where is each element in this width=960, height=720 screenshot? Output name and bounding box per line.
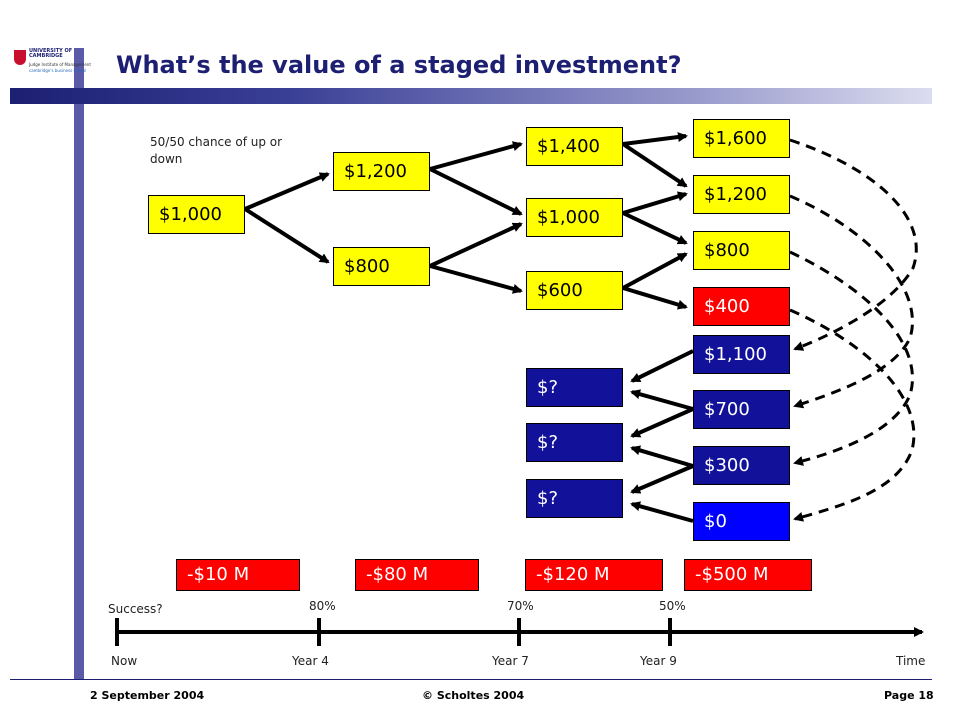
footer-date: 2 September 2004: [90, 689, 205, 702]
arrow-now-up: [244, 172, 330, 211]
logo-line3: Judge Institute of Management: [29, 62, 91, 67]
arrow-600-up: [622, 252, 688, 290]
arrow-700-to-q1: [630, 389, 694, 411]
cost-year9: -$500 M: [684, 559, 812, 591]
node-now: $1,000: [148, 195, 245, 234]
prob-year9: 50%: [659, 599, 686, 613]
arrow-300-to-q2: [630, 445, 694, 468]
arrow-800-down: [429, 264, 523, 294]
logo-line4: cambridge's business school: [29, 68, 87, 73]
label-year4: Year 4: [292, 654, 329, 668]
label-year9: Year 9: [640, 654, 677, 668]
value-unknown-3: $?: [526, 479, 623, 518]
left-accent-bar: [74, 48, 84, 680]
cost-year4: -$80 M: [355, 559, 479, 591]
university-logo: UNIVERSITY OF CAMBRIDGE Judge Institute …: [12, 48, 91, 84]
node-step1-up: $1,200: [333, 152, 430, 191]
value-final-4: $0: [693, 502, 790, 541]
success-label: Success?: [108, 602, 163, 616]
crest-icon: [14, 50, 26, 65]
value-final-1: $1,100: [693, 335, 790, 374]
arrow-now-down: [243, 207, 330, 264]
value-final-2: $700: [693, 390, 790, 429]
dashed-1600-to-1100: [789, 138, 918, 351]
prob-year4: 80%: [309, 599, 336, 613]
arrow-1200-up: [429, 141, 523, 171]
arrow-1000-down: [622, 211, 688, 245]
value-final-3: $300: [693, 446, 790, 485]
label-year7: Year 7: [492, 654, 529, 668]
cost-now: -$10 M: [176, 559, 300, 591]
label-now: Now: [111, 654, 138, 668]
arrow-700-to-q2: [630, 407, 694, 438]
node-step2-mid: $1,000: [526, 198, 623, 237]
node-step3-4: $400: [693, 287, 790, 326]
footer-page: Page 18: [884, 689, 934, 702]
logo-line1: UNIVERSITY OF: [29, 48, 73, 54]
arrow-600-down: [622, 286, 688, 310]
footer-copyright: © Scholtes 2004: [422, 689, 525, 702]
arrow-1200-down: [429, 167, 523, 216]
logo-line2: CAMBRIDGE: [29, 53, 63, 59]
value-unknown-1: $?: [526, 368, 623, 407]
node-step2-upup: $1,400: [526, 127, 623, 166]
arrow-1400-up: [622, 132, 688, 146]
arrow-300-to-q3: [630, 464, 694, 494]
node-step2-downdown: $600: [526, 271, 623, 310]
dashed-400-to-0: [789, 308, 916, 522]
node-step1-down: $800: [333, 247, 430, 286]
slide-title: What’s the value of a staged investment?: [116, 51, 682, 79]
value-unknown-2: $?: [526, 423, 623, 462]
cost-year7: -$120 M: [525, 559, 663, 591]
arrow-1400-down: [621, 142, 688, 188]
arrow-1000-up: [622, 191, 688, 215]
node-step3-3: $800: [693, 231, 790, 270]
dashed-800-to-300: [789, 250, 914, 466]
arrow-0-to-q3: [630, 501, 694, 523]
probability-note: 50/50 chance of up or down: [150, 135, 283, 166]
arrow-800-up: [429, 222, 523, 268]
arrow-1100-to-q1: [630, 349, 694, 383]
node-step3-1: $1,600: [693, 119, 790, 158]
node-step3-2: $1,200: [693, 175, 790, 214]
footer-divider: [10, 679, 932, 680]
label-time: Time: [896, 654, 926, 668]
dashed-1200-to-700: [789, 194, 914, 409]
prob-year7: 70%: [507, 599, 534, 613]
title-underline-bar: [10, 88, 932, 104]
